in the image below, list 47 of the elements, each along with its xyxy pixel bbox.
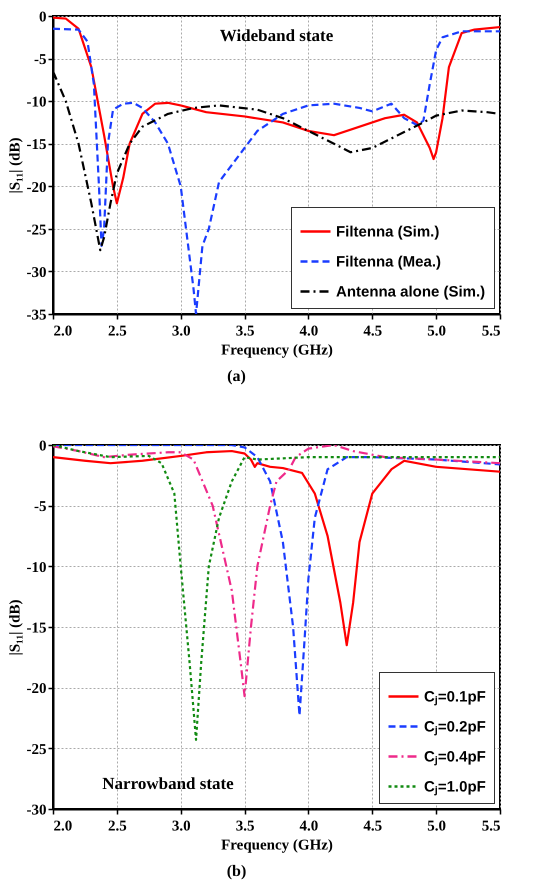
x-tick-label: 2.0: [54, 324, 72, 340]
y-tick-label: -5: [34, 52, 46, 68]
y-tick-label: -30: [26, 264, 46, 281]
legend-label: Cⱼ=0.4pF: [424, 748, 486, 766]
y-tick-label: -15: [26, 137, 46, 154]
x-tick-label: 3.0: [172, 818, 191, 834]
y-tick-label: -30: [26, 802, 46, 818]
legend-label: Filtenna (Mea.): [336, 254, 442, 270]
x-tick-label: 5.0: [427, 818, 446, 834]
line-series: [53, 450, 500, 646]
annotation: Wideband state: [220, 26, 334, 45]
x-tick-label: 4.5: [363, 324, 382, 340]
y-tick-label: -25: [26, 222, 46, 238]
x-tick-label: 2.5: [108, 324, 127, 340]
x-tick-label: 2.0: [54, 818, 72, 834]
y-tick-label: -10: [26, 560, 46, 576]
y-tick-label: -25: [26, 742, 46, 758]
y-tick-label: 0: [39, 438, 46, 454]
annotation: Narrowband state: [102, 774, 234, 793]
x-tick-label: 3.5: [236, 818, 254, 834]
y-axis-title: |S₁₁| (dB): [8, 599, 24, 656]
y-tick-label: -5: [34, 499, 46, 516]
y-tick-label: -15: [26, 620, 46, 636]
x-tick-label: 5.5: [482, 818, 500, 834]
x-tick-label: 4.0: [300, 818, 318, 834]
legend-label: Cⱼ=0.2pF: [424, 718, 486, 736]
y-tick-label: 0: [39, 10, 46, 26]
x-tick-label: 4.5: [363, 818, 382, 834]
y-axis-title: |S₁₁| (dB): [8, 137, 24, 194]
x-axis-title: Frequency (GHz): [221, 342, 333, 358]
y-tick-label: -35: [26, 308, 46, 324]
y-tick-label: -20: [26, 681, 46, 698]
text: (a): [227, 368, 246, 385]
legend-label: Cⱼ=1.0pF: [424, 778, 486, 796]
x-tick-label: 2.5: [108, 818, 127, 834]
y-tick-label: -10: [26, 94, 46, 111]
x-tick-label: 5.5: [482, 324, 500, 340]
legend-label: Antenna alone (Sim.): [336, 284, 486, 300]
legend-label: Filtenna (Sim.): [336, 224, 440, 240]
text: (b): [226, 863, 246, 880]
x-tick-label: 4.0: [300, 324, 318, 340]
x-tick-label: 5.0: [427, 324, 446, 340]
legend-label: Cⱼ=0.1pF: [424, 688, 486, 706]
x-tick-label: 3.5: [236, 324, 254, 340]
y-tick-label: -20: [26, 180, 46, 196]
x-tick-label: 3.0: [172, 324, 191, 340]
x-axis-title: Frequency (GHz): [221, 838, 333, 854]
